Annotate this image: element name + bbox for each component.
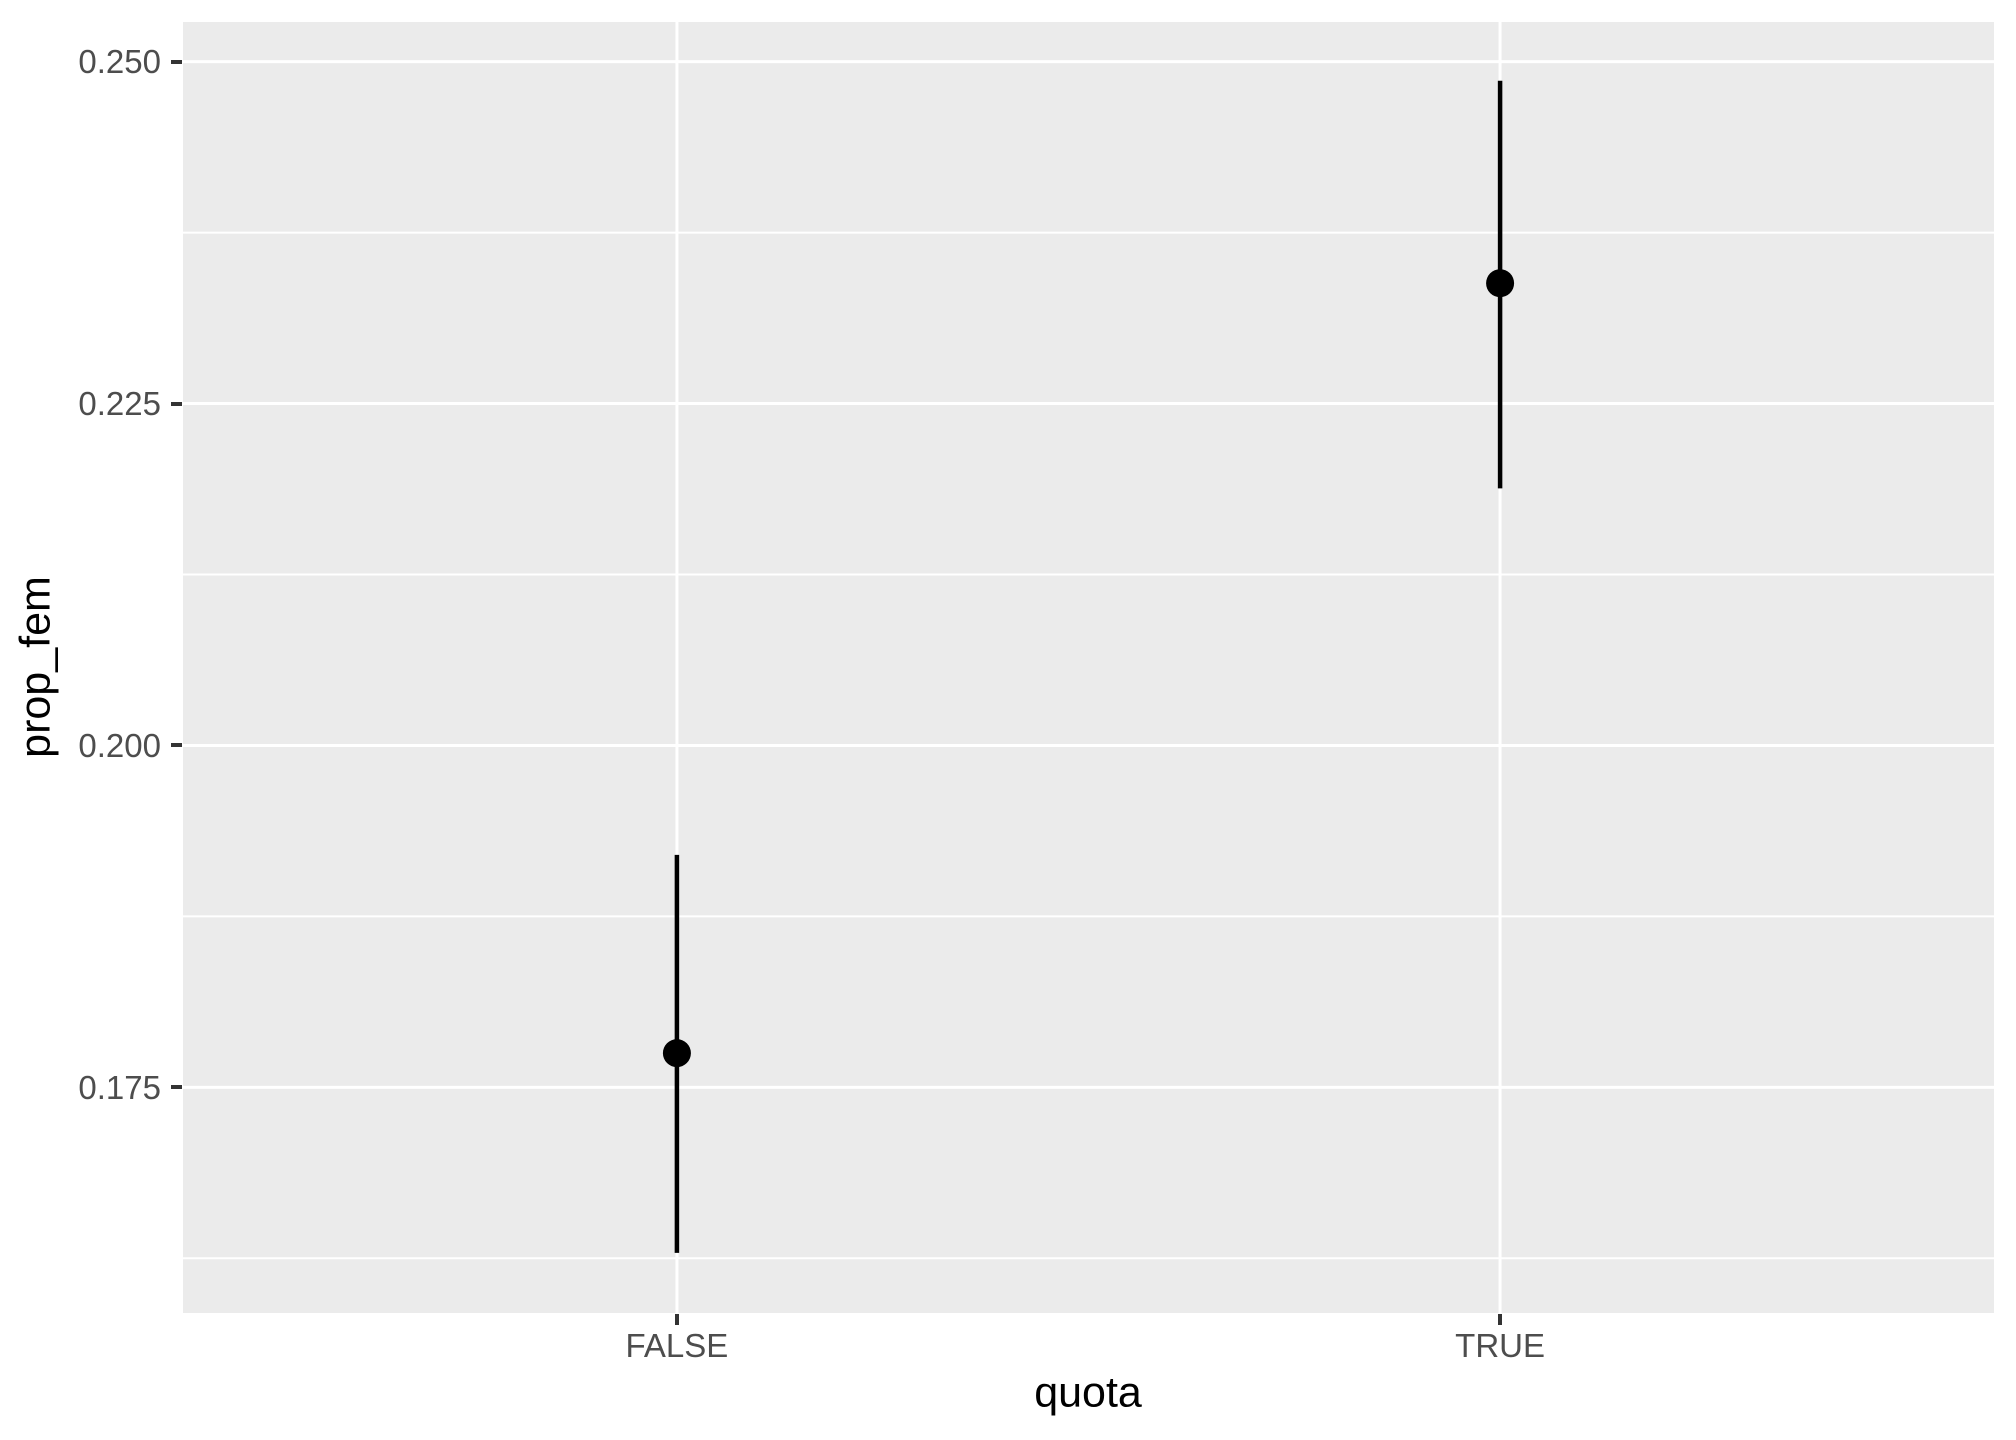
y-axis-title: prop_fem — [11, 576, 60, 758]
y-tick-label: 0.225 — [78, 385, 161, 423]
plot-panel — [183, 22, 1994, 1313]
x-tick-mark — [1498, 1314, 1503, 1325]
plot-area-svg — [183, 22, 1994, 1313]
point-estimate — [662, 1039, 691, 1068]
point-estimate — [1486, 269, 1515, 298]
x-tick-label: TRUE — [1455, 1327, 1545, 1364]
y-tick-mark — [171, 401, 182, 406]
y-tick-label: 0.175 — [78, 1068, 161, 1106]
x-tick-mark — [674, 1314, 679, 1325]
y-tick-mark — [171, 59, 182, 64]
x-axis-title: quota — [1034, 1368, 1142, 1417]
y-tick-label: 0.250 — [78, 43, 161, 81]
y-tick-mark — [171, 743, 182, 748]
y-tick-label: 0.200 — [78, 726, 161, 764]
y-tick-mark — [171, 1085, 182, 1090]
x-tick-label: FALSE — [625, 1327, 729, 1364]
